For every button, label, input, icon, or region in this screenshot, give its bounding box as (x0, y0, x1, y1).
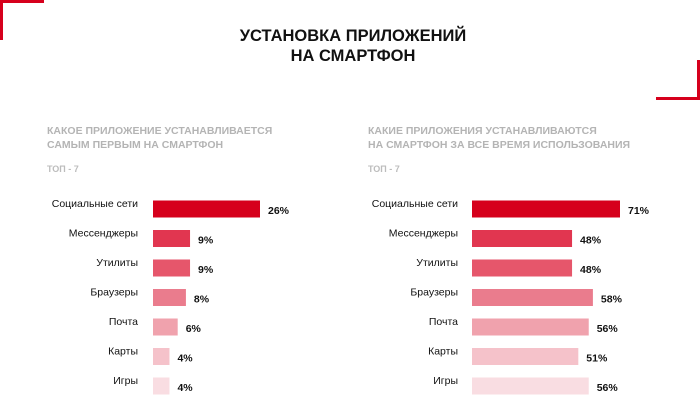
left-category-label: Почта (109, 316, 138, 328)
left-value-label: 4% (177, 353, 193, 365)
left-value-label: 9% (198, 235, 214, 247)
right-bar (472, 348, 579, 365)
left-chart-subtitle: ТОП - 7 (47, 164, 79, 174)
right-bar (472, 377, 589, 395)
right-chart-title-line-2: НА СМАРТФОН ЗА ВСЕ ВРЕМЯ ИСПОЛЬЗОВАНИЯ (368, 138, 631, 151)
right-value-label: 51% (586, 353, 608, 365)
left-category-label: Мессенджеры (69, 228, 138, 240)
left-category-label: Игры (113, 375, 138, 387)
right-category-label: Утилиты (416, 257, 458, 269)
left-value-label: 4% (177, 382, 193, 394)
left-bar (153, 377, 170, 395)
left-bar (153, 348, 170, 365)
left-category-label: Утилиты (96, 257, 138, 269)
corner-accent-right-horizontal (656, 97, 700, 100)
right-bar (472, 230, 573, 247)
right-chart-title: КАКИЕ ПРИЛОЖЕНИЯ УСТАНАВЛИВАЮТСЯ НА СМАР… (368, 125, 668, 152)
right-category-label: Почта (429, 316, 458, 328)
left-bar-chart: Социальные сети 26% Мессенджеры 9% Утилиты 9%… (52, 198, 290, 395)
right-category-label: Карты (428, 346, 458, 358)
page-title-line-2: НА СМАРТФОН (290, 47, 416, 65)
left-value-label: 9% (198, 264, 214, 276)
left-bar (153, 230, 191, 247)
right-value-label: 48% (580, 264, 602, 276)
right-bar (472, 200, 620, 218)
corner-accent-right-vertical (697, 60, 700, 100)
left-bar (153, 259, 191, 277)
page-title-line-1: УСТАНОВКА ПРИЛОЖЕНИЙ (239, 27, 467, 45)
right-bar (472, 259, 573, 277)
corner-accent-top-left-horizontal (0, 0, 44, 3)
left-category-label: Социальные сети (52, 198, 138, 210)
right-value-label: 56% (597, 323, 619, 335)
right-value-label: 56% (597, 382, 619, 394)
right-value-label: 48% (580, 235, 602, 247)
left-value-label: 8% (194, 294, 210, 306)
left-bar (153, 289, 186, 306)
left-chart-title-line-1: КАКОЕ ПРИЛОЖЕНИЕ УСТАНАВЛИВАЕТСЯ (47, 125, 273, 137)
left-chart-title-line-2: САМЫМ ПЕРВЫМ НА СМАРТФОН (47, 138, 224, 151)
left-bar (153, 318, 178, 336)
right-category-label: Мессенджеры (389, 228, 458, 240)
left-value-label: 26% (268, 205, 290, 217)
left-chart-title: КАКОЕ ПРИЛОЖЕНИЕ УСТАНАВЛИВАЕТСЯ САМЫМ П… (47, 125, 347, 152)
right-chart-title-line-1: КАКИЕ ПРИЛОЖЕНИЯ УСТАНАВЛИВАЮТСЯ (368, 125, 597, 137)
left-category-label: Карты (108, 346, 138, 358)
left-category-label: Браузеры (90, 287, 138, 299)
right-bar (472, 318, 589, 336)
left-bar (153, 200, 260, 218)
right-chart-subtitle: ТОП - 7 (368, 164, 400, 174)
right-category-label: Социальные сети (372, 198, 458, 210)
right-value-label: 58% (601, 294, 623, 306)
corner-accent-top-left-vertical (0, 0, 3, 40)
page-title: УСТАНОВКА ПРИЛОЖЕНИЙ НА СМАРТФОН (0, 26, 700, 66)
right-category-label: Браузеры (410, 287, 458, 299)
left-value-label: 6% (186, 323, 202, 335)
right-bar (472, 289, 593, 306)
right-bar-chart: Социальные сети 71% Мессенджеры 48% Утилиты 4… (372, 198, 650, 395)
right-category-label: Игры (433, 375, 458, 387)
right-value-label: 71% (628, 205, 650, 217)
